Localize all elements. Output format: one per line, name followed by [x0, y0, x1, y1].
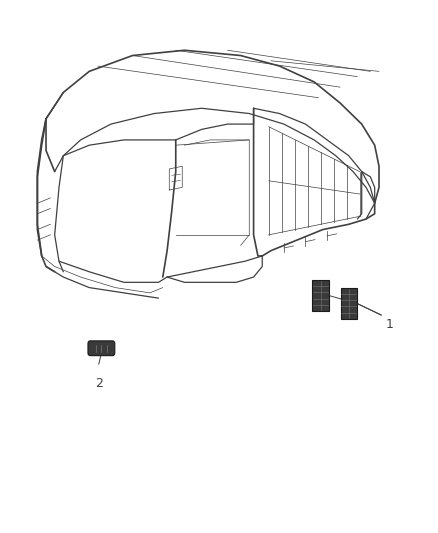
Text: 2: 2 [95, 377, 103, 390]
Text: 1: 1 [385, 318, 393, 331]
FancyBboxPatch shape [88, 341, 115, 356]
Polygon shape [312, 280, 329, 311]
Polygon shape [340, 288, 357, 319]
